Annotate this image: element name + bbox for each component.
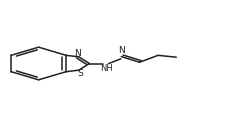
Text: N: N	[74, 49, 81, 58]
Text: N: N	[118, 46, 125, 55]
Text: NH: NH	[100, 64, 112, 73]
Text: S: S	[77, 69, 83, 78]
